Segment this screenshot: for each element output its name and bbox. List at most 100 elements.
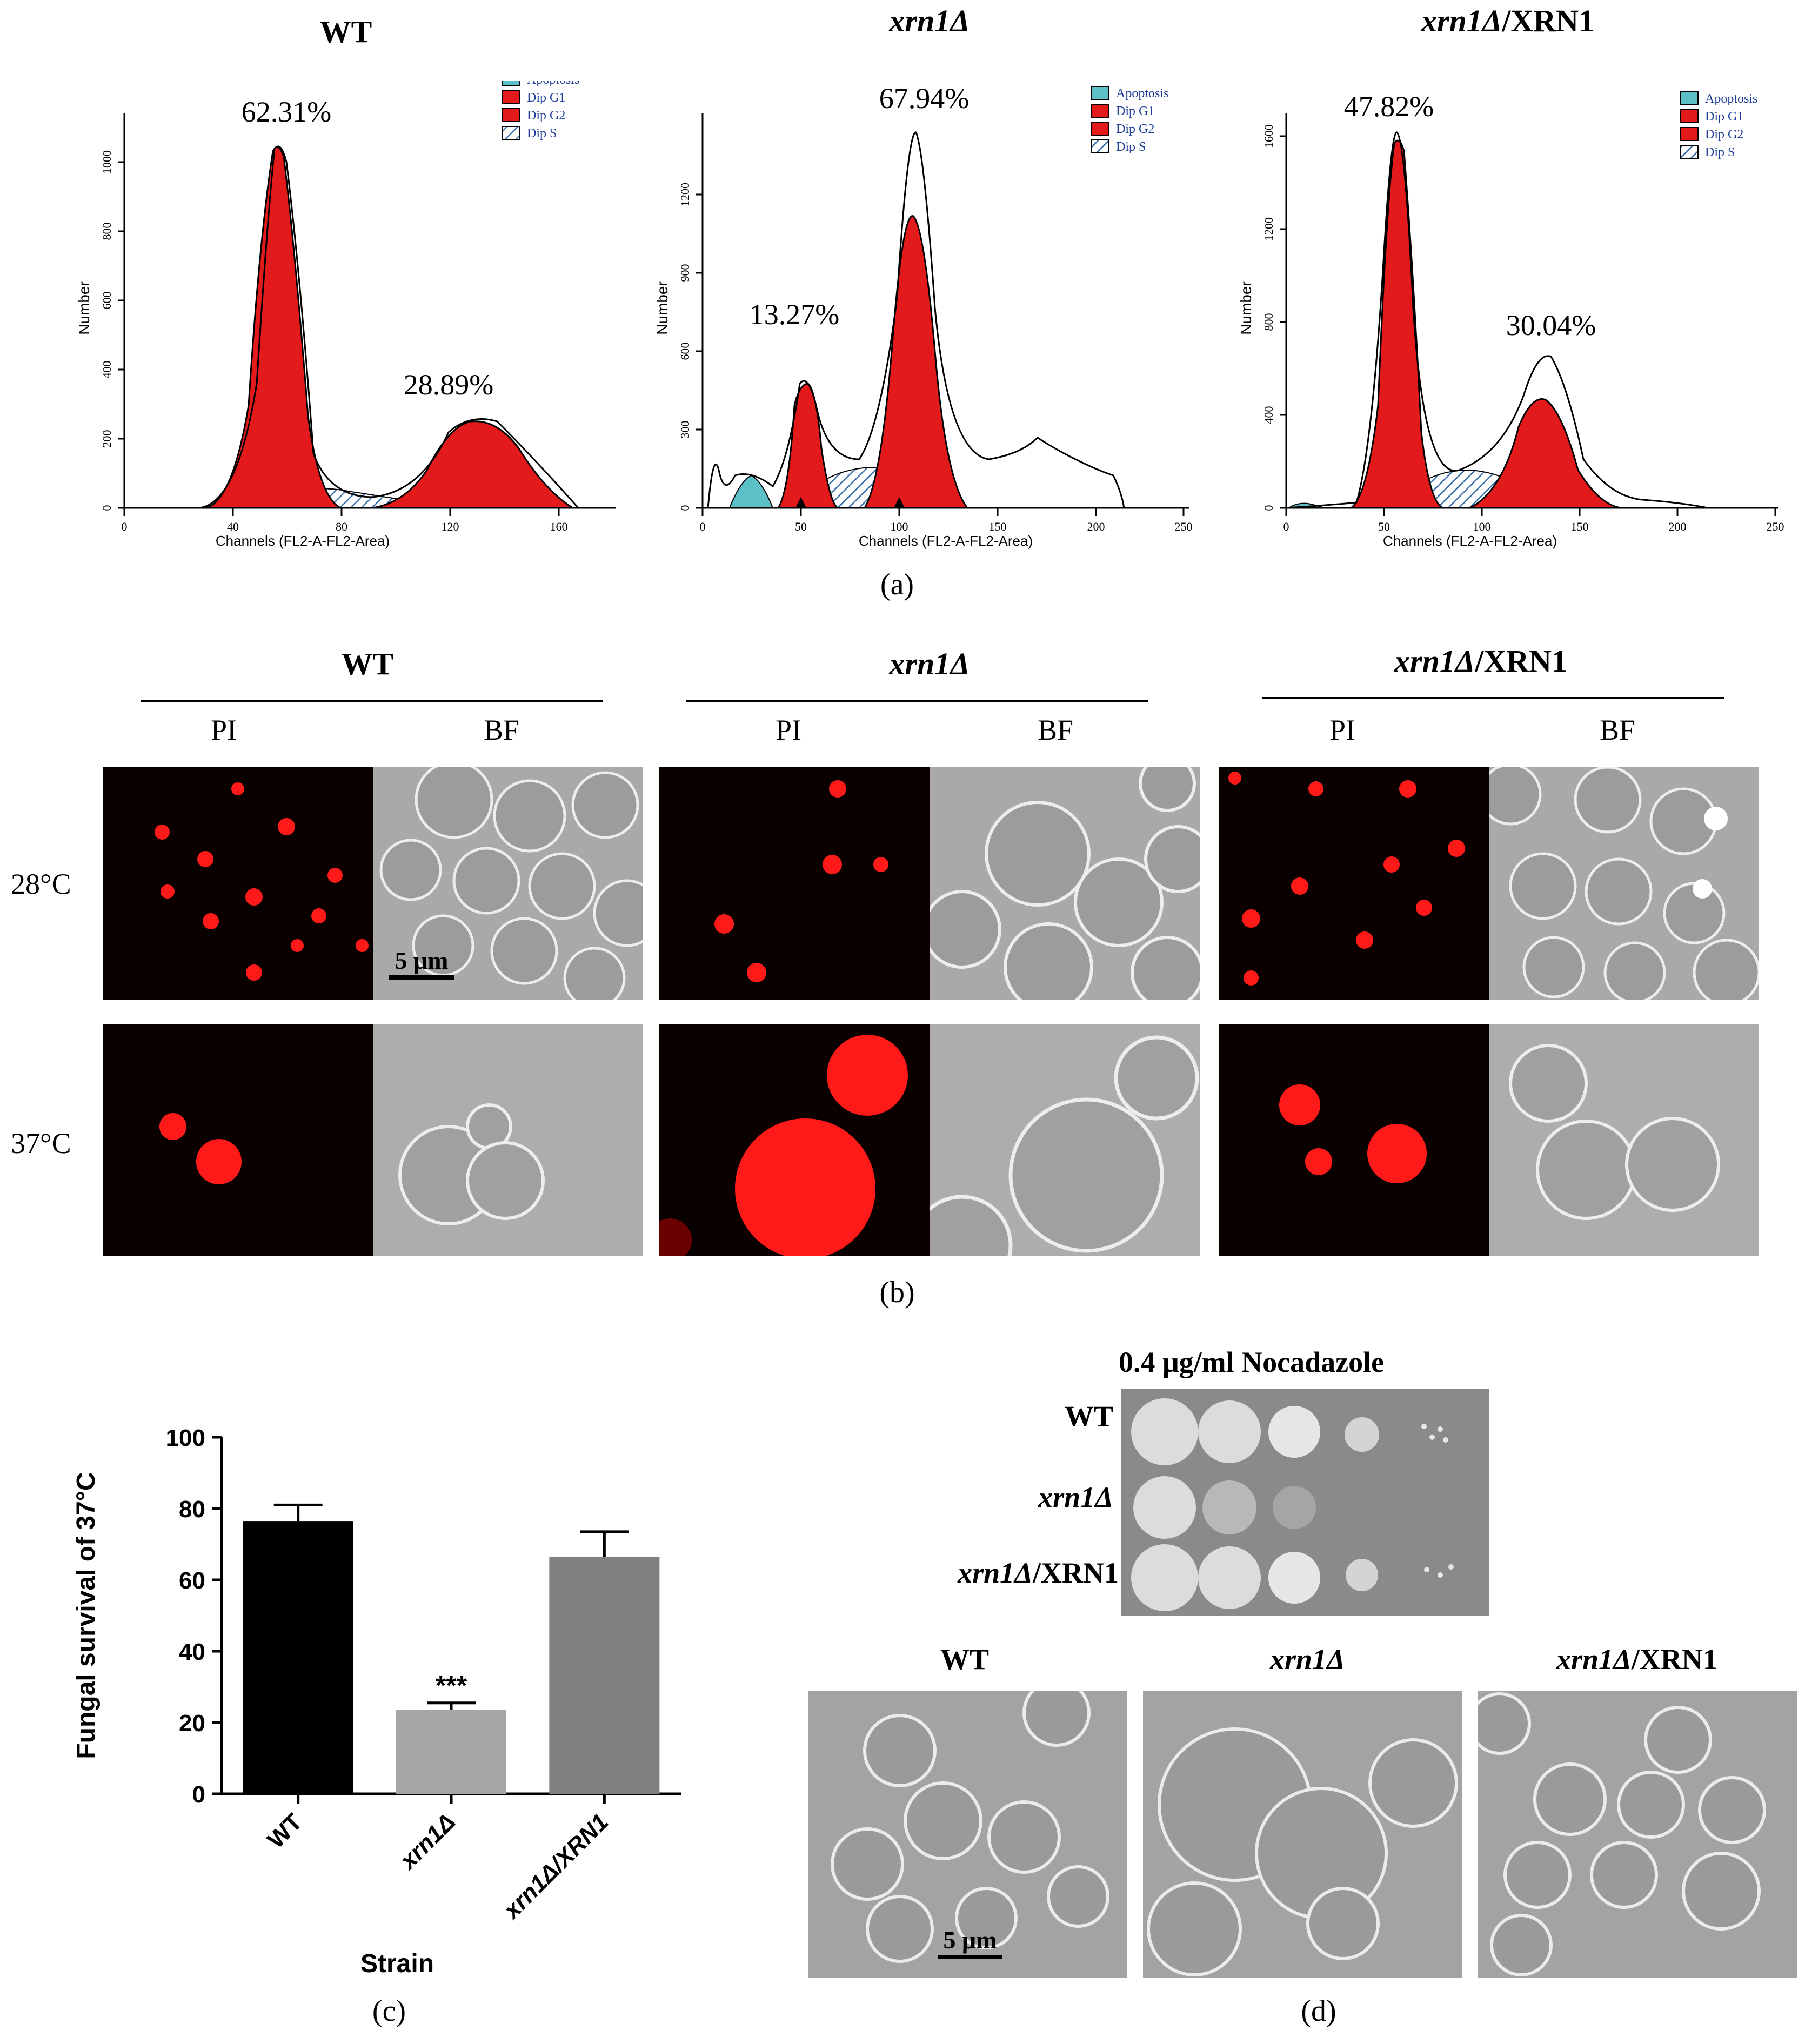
svg-text:Dip S: Dip S: [1116, 140, 1146, 154]
channel-label-bf: BF: [1600, 714, 1636, 746]
y-tick: 0: [100, 505, 113, 511]
y-tick-label: 20: [179, 1710, 205, 1737]
legend: Apoptosis Dip G1 Dip G2 Dip S: [1091, 86, 1168, 154]
x-tick: 200: [1087, 520, 1105, 533]
x-tick: 50: [1378, 520, 1390, 533]
y-tick: 1600: [1262, 124, 1275, 148]
svg-text:Dip G2: Dip G2: [527, 109, 565, 123]
bf-image-wt-37c: [373, 1024, 643, 1256]
histogram-title-wt: WT: [319, 14, 372, 49]
scale-bar: 5 μm: [938, 1926, 1002, 1959]
pi-image-xrn1-xrn1-37c: [1219, 1024, 1489, 1256]
pi-image-xrn1-xrn1-28c: [1219, 767, 1489, 1000]
x-tick: 150: [989, 520, 1007, 533]
peak2-percent: 28.89%: [404, 368, 493, 401]
group-title-wt: WT: [341, 646, 394, 681]
y-axis-label: Fungal survival of 37°C: [72, 1472, 101, 1759]
svg-text:Dip G1: Dip G1: [1705, 110, 1743, 124]
legend: Apoptosis Dip G1 Dip G2 Dip S: [1680, 91, 1757, 159]
svg-text:Apoptosis: Apoptosis: [527, 81, 579, 87]
y-tick: 1200: [1262, 217, 1275, 241]
y-tick: 600: [678, 343, 692, 360]
caption-c: (c): [372, 1994, 406, 2028]
x-tick: 80: [336, 520, 347, 533]
group-title-xrn1: xrn1Δ: [889, 646, 970, 681]
caption-b: (b): [879, 1276, 915, 1309]
pi-image-xrn1-28c: [659, 767, 930, 1000]
histogram-title-xrn1: xrn1Δ: [889, 3, 970, 38]
dip-g1-peak: [777, 383, 840, 509]
y-tick: 300: [678, 421, 692, 439]
group-underline: [141, 700, 603, 702]
peak2-percent: 67.94%: [879, 82, 969, 115]
y-tick: 800: [1262, 313, 1275, 331]
y-tick: 600: [100, 292, 113, 310]
dip-g2-peak: [1469, 398, 1622, 509]
histogram-wt: 0 40 80 120 160 0 200 400 600 800 1000 C…: [76, 81, 616, 549]
y-tick: 0: [678, 505, 692, 511]
caption-d: (d): [1301, 1994, 1336, 2028]
dip-g1-peak: [1348, 139, 1443, 509]
x-tick: 100: [891, 520, 908, 533]
x-tick: 250: [1767, 520, 1784, 533]
y-tick-label: 80: [179, 1496, 205, 1523]
pi-image-xrn1-37c: [659, 1024, 930, 1256]
y-axis-label: Number: [76, 281, 92, 335]
y-axis-label: Number: [654, 281, 671, 335]
legend: Apoptosis Dip G1 Dip G2 Dip S: [502, 81, 579, 140]
y-tick: 200: [100, 430, 113, 448]
y-tick: 800: [100, 223, 113, 240]
dic-image-xrn1: [1143, 1691, 1462, 1978]
dic-image-xrn1-xrn1: [1478, 1691, 1797, 1978]
y-tick-label: 100: [166, 1425, 205, 1451]
svg-text:Dip S: Dip S: [1705, 145, 1735, 159]
x-tick: 50: [795, 520, 807, 533]
channel-label-pi: PI: [776, 714, 802, 746]
y-tick: 1000: [100, 150, 113, 174]
group-underline: [1262, 697, 1724, 699]
x-tick: 160: [550, 520, 568, 533]
peak1-percent: 47.82%: [1344, 90, 1434, 123]
x-tick: 250: [1175, 520, 1193, 533]
histogram-title-xrn1-xrn1: xrn1Δ/XRN1: [1421, 3, 1594, 38]
peak1-percent: 62.31%: [242, 96, 331, 128]
x-tick: 40: [227, 520, 239, 533]
dip-g2-peak: [372, 420, 576, 509]
plate-title: 0.4 μg/ml Nocadazole: [1119, 1346, 1385, 1378]
y-tick: 0: [1262, 505, 1275, 511]
x-axis-label: Channels (FL2-A-FL2-Area): [216, 533, 390, 549]
pi-image-wt-37c: [103, 1024, 373, 1256]
channel-label-pi: PI: [1329, 714, 1356, 746]
x-axis-label: Channels (FL2-A-FL2-Area): [1383, 533, 1557, 549]
y-tick: 1200: [678, 183, 692, 206]
x-axis-label: Strain: [360, 1949, 434, 1978]
y-tick: 900: [678, 264, 692, 282]
bf-image-wt-28c: 5 μm: [373, 767, 643, 1000]
x-tick-label: xrn1Δ/XRN1: [498, 1808, 613, 1924]
g1-marker-icon: [795, 497, 806, 508]
peak2-percent: 30.04%: [1506, 309, 1596, 341]
peak1-percent: 13.27%: [750, 298, 839, 331]
svg-text:Dip S: Dip S: [527, 126, 557, 140]
bar: [243, 1521, 353, 1794]
x-tick: 0: [122, 520, 128, 533]
x-tick: 0: [1283, 520, 1289, 533]
caption-a: (a): [880, 568, 914, 601]
plate-row-label-xrn1: xrn1Δ: [1038, 1481, 1113, 1513]
row-label-28c: 28°C: [11, 868, 71, 900]
svg-text:5 μm: 5 μm: [395, 947, 449, 974]
significance-marker: ***: [436, 1671, 467, 1701]
x-tick: 100: [1473, 520, 1491, 533]
bf-image-xrn1-xrn1-28c: [1489, 767, 1759, 1000]
dic-image-wt: 5 μm: [808, 1691, 1127, 1978]
bf-image-xrn1-xrn1-37c: [1489, 1024, 1759, 1256]
x-tick: 120: [442, 520, 459, 533]
histogram-xrn1: 0 50 100 150 200 250 0 300 600 900 1200 …: [654, 82, 1193, 549]
y-tick-label: 60: [179, 1567, 205, 1594]
bf-image-xrn1-37c: [930, 1024, 1200, 1256]
g2-marker-icon: [894, 497, 905, 508]
group-title-xrn1-xrn1: xrn1Δ/XRN1: [1394, 644, 1567, 679]
y-tick: 400: [100, 361, 113, 379]
spot-assay-plate: [1121, 1389, 1489, 1616]
micro-title-xrn1-xrn1: xrn1Δ/XRN1: [1556, 1643, 1717, 1676]
